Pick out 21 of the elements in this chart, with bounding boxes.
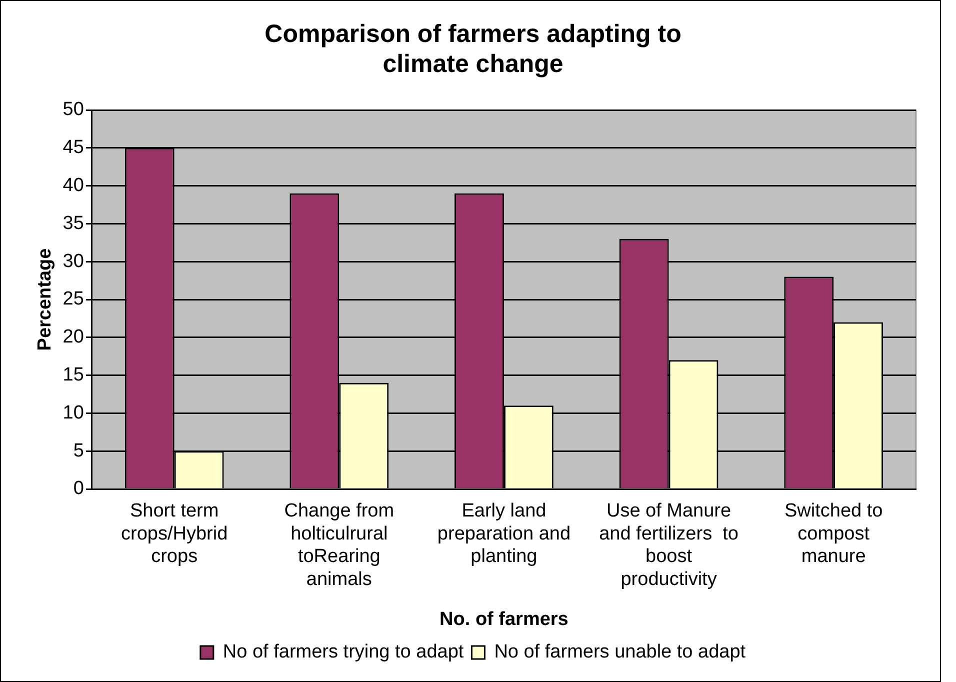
y-tick-label: 25: [62, 288, 84, 310]
y-tick-label: 20: [62, 326, 84, 348]
y-tick-label: 35: [62, 212, 84, 234]
y-tick-label: 30: [62, 250, 84, 272]
x-tick-label: Change from holticulrural toRearing animals: [284, 500, 394, 590]
x-tick-label: Switched to compost manure: [784, 500, 883, 568]
y-tick-label: 10: [62, 402, 84, 424]
x-tick-label: Use of Manure and fertilizers to boost productivity: [599, 500, 738, 590]
y-tick-label: 50: [62, 99, 84, 120]
y-tick-label: 0: [73, 478, 84, 500]
y-tick-label: 5: [73, 440, 84, 462]
x-tick-label: Short term crops/Hybrid crops: [121, 500, 228, 568]
chart-title: Comparison of farmers adapting to climate change: [264, 20, 682, 78]
legend-label: No of farmers unable to adapt: [494, 642, 746, 663]
x-tick-label: Early land preparation and planting: [437, 500, 571, 568]
y-tick-label: 40: [62, 175, 84, 196]
y-tick-label: 15: [62, 364, 84, 386]
y-axis-title: Percentage: [34, 248, 56, 351]
legend-label: No of farmers trying to adapt: [222, 642, 464, 663]
y-tick-label: 45: [62, 137, 84, 158]
x-axis-title: No. of farmers: [440, 608, 568, 630]
